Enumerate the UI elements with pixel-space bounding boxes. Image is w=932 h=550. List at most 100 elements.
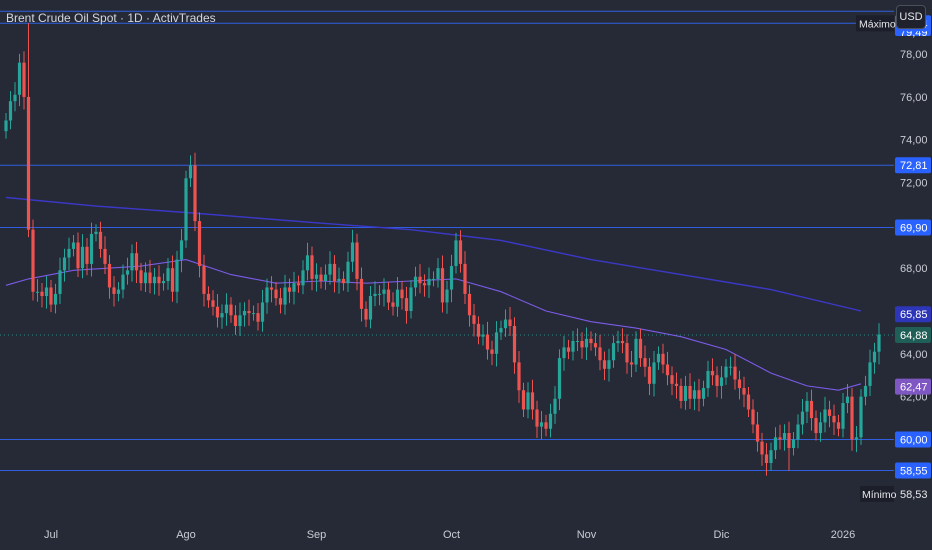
candle-body [215, 306, 220, 318]
candle-body [868, 362, 872, 386]
candle-body [319, 274, 323, 282]
candle-body [688, 385, 692, 399]
candle-body [350, 242, 355, 262]
candle-body [535, 409, 539, 427]
candle-body [467, 293, 472, 316]
x-tick-label: 2026 [831, 529, 855, 541]
candle-body [733, 366, 737, 380]
candle-body [625, 343, 629, 363]
candle-body [643, 358, 647, 367]
level-price-tag [895, 431, 931, 448]
candle-body [571, 340, 575, 352]
level-price-label: 72,81 [900, 160, 928, 172]
candle-body [49, 287, 53, 305]
candle-body [175, 259, 179, 292]
x-tick-label: Nov [577, 529, 597, 541]
candle-body [841, 403, 845, 429]
candle-body [8, 101, 13, 121]
candle-body [647, 366, 652, 384]
level-price-label: 69,90 [900, 223, 928, 235]
candle-body [395, 289, 400, 307]
candle-body [760, 441, 764, 455]
candle-body [863, 385, 868, 397]
candle-body [472, 315, 476, 324]
price-tag-last [895, 326, 931, 343]
level-price-label: 60,00 [900, 434, 928, 446]
candle-body [278, 298, 283, 305]
candle-body [737, 379, 742, 389]
price-tag-label: 65,85 [900, 309, 928, 321]
currency-button[interactable]: USD [896, 5, 926, 29]
candle-body [202, 266, 206, 294]
candle-body [593, 343, 598, 348]
y-tick-label: 74,00 [900, 135, 928, 147]
candle-body [701, 388, 706, 399]
candle-body [769, 450, 773, 464]
candle-body [130, 253, 134, 271]
candle-body [314, 274, 319, 279]
candle-body [530, 392, 535, 410]
candle-body [719, 377, 724, 386]
candle-body [440, 268, 445, 303]
candle-body [386, 289, 391, 303]
candle-body [670, 375, 674, 384]
candle-body [503, 319, 508, 329]
price-tag-ma_short [895, 378, 931, 395]
level-price-tag [895, 219, 931, 236]
candle-body [445, 289, 449, 303]
candle-body [233, 315, 238, 326]
candle-body [80, 246, 85, 269]
candle-body [85, 246, 89, 264]
candle-body [764, 454, 769, 464]
candle-body [224, 304, 229, 314]
moving-average-short [5, 259, 862, 391]
candle-body [116, 289, 121, 294]
candle-body [391, 302, 395, 307]
candle-body [368, 296, 373, 320]
candle-body [499, 328, 503, 333]
candles-layer [4, 23, 881, 476]
candle-body [179, 240, 184, 260]
candle-body [850, 396, 854, 440]
x-tick-label: Dic [714, 529, 730, 541]
candle-body [539, 422, 544, 427]
candle-body [400, 289, 404, 299]
candle-body [58, 270, 62, 294]
candle-body [683, 385, 688, 401]
candle-body [634, 338, 638, 365]
candle-body [193, 165, 197, 222]
candle-body [134, 253, 139, 271]
candle-body [44, 287, 49, 297]
candle-body [188, 165, 193, 179]
x-tick-label: Oct [443, 529, 460, 541]
candle-body [404, 298, 409, 312]
candle-body [463, 263, 467, 294]
candle-body [427, 278, 431, 286]
level-price-label: 58,55 [900, 466, 928, 478]
candle-body [652, 362, 656, 384]
candle-body [413, 276, 418, 288]
candle-body [755, 424, 760, 442]
candle-body [809, 400, 814, 419]
candle-body [422, 283, 427, 286]
candle-body [31, 229, 35, 292]
candle-body [494, 332, 499, 354]
y-tick-label: 76,00 [900, 92, 928, 104]
candle-body [17, 62, 22, 95]
candle-body [103, 248, 107, 264]
candle-body [332, 263, 337, 282]
candle-body [557, 358, 562, 399]
candle-body [728, 366, 733, 368]
price-tag-ma_long [895, 306, 931, 323]
y-tick-label: 62,00 [900, 392, 928, 404]
x-tick-label: Jul [44, 529, 58, 541]
candle-body [211, 300, 215, 307]
candle-body [791, 439, 796, 449]
candle-body [107, 263, 112, 288]
candle-body [665, 364, 670, 376]
candle-body [260, 302, 265, 322]
candle-body [382, 289, 386, 294]
candle-body [26, 96, 31, 230]
